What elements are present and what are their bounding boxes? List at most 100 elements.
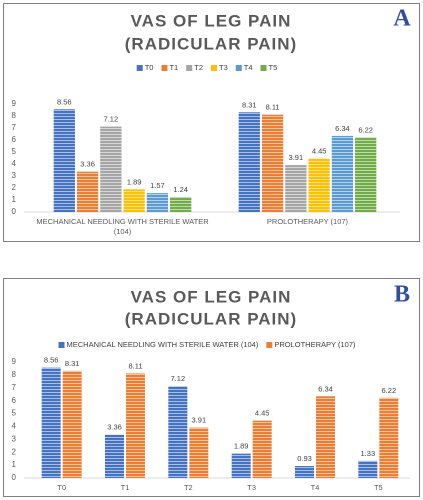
legend-swatch (186, 65, 193, 71)
legend-swatch (266, 342, 273, 348)
y-tick-label: 2 (12, 183, 17, 192)
value-label: 7.12 (171, 374, 186, 383)
x-tick-label: T5 (373, 483, 383, 492)
bar (231, 453, 251, 478)
x-tick-label: T0 (57, 483, 67, 492)
y-tick-label: 3 (12, 171, 17, 180)
x-tick-label: T3 (247, 483, 257, 492)
legend-swatch (235, 65, 242, 71)
bar (316, 396, 335, 478)
panel-border (3, 3, 420, 242)
bar (76, 171, 99, 212)
legend-swatch (161, 65, 168, 71)
value-label: 6.22 (358, 125, 373, 134)
y-tick-label: 3 (12, 434, 17, 443)
y-tick-label: 6 (12, 396, 17, 405)
y-tick-label: 5 (12, 147, 17, 156)
legend-label: T0 (145, 63, 154, 72)
bar (123, 189, 145, 212)
chart-title: VAS OF LEG PAIN (131, 287, 292, 306)
value-label: 6.34 (335, 124, 350, 133)
value-label: 6.22 (382, 386, 397, 395)
x-tick-label: PROLOTHERAPY (107) (266, 217, 349, 226)
value-label: 8.11 (266, 103, 280, 112)
chart-title: VAS OF LEG PAIN (131, 11, 292, 30)
x-tick-label-box: T4 (310, 483, 320, 492)
y-tick-label: 6 (12, 135, 17, 144)
bar (100, 126, 122, 212)
legend-swatch (260, 65, 267, 71)
bar (53, 109, 75, 212)
value-label: 8.31 (65, 359, 80, 368)
bar (238, 112, 260, 212)
value-label: 1.89 (234, 442, 249, 451)
y-tick-label: 8 (12, 370, 17, 379)
legend-label: T5 (269, 63, 278, 72)
bar (308, 158, 330, 212)
legend-label: T1 (169, 63, 178, 72)
y-tick-label: 4 (12, 422, 17, 431)
bar (252, 420, 272, 478)
y-tick-label: 2 (12, 447, 17, 456)
x-tick-label: T2 (183, 483, 193, 492)
bar (146, 193, 169, 212)
x-tick-label-box: MECHANICAL NEEDLING WITH STERILE WATER (… (36, 217, 209, 236)
bar (168, 386, 188, 478)
y-tick-label: 9 (12, 99, 17, 108)
y-tick-label: 1 (12, 195, 17, 204)
bar (62, 370, 82, 478)
legend-label: T4 (244, 63, 253, 72)
legend-swatch (211, 65, 217, 71)
legend-label: MECHANICAL NEEDLING WITH STERILE WATER (… (67, 340, 259, 349)
value-label: 3.91 (192, 416, 207, 425)
x-tick-label-box: T3 (247, 483, 257, 492)
y-tick-label: 1 (12, 460, 17, 469)
value-label: 6.34 (318, 384, 333, 393)
value-label: 4.45 (312, 147, 327, 156)
y-tick-label: 9 (12, 357, 17, 366)
y-tick-label: 0 (12, 473, 17, 482)
x-tick-label: T1 (120, 483, 130, 492)
legend-label: T2 (194, 63, 203, 72)
y-tick-label: 7 (12, 383, 17, 392)
chart-subtitle: (RADICULAR PAIN) (125, 309, 297, 328)
value-label: 4.45 (255, 409, 270, 418)
bar (379, 397, 399, 478)
bar (189, 427, 209, 478)
value-label: 8.56 (57, 97, 72, 106)
value-label: 1.24 (173, 185, 188, 194)
x-tick-label-box: T0 (57, 483, 67, 492)
value-label: 8.11 (128, 361, 142, 370)
chart-subtitle: (RADICULAR PAIN) (125, 34, 297, 53)
bar (331, 135, 354, 212)
legend-swatch (136, 65, 143, 71)
value-label: 1.57 (150, 181, 165, 190)
x-tick-label-box: T1 (120, 483, 130, 492)
legend-swatch (58, 342, 65, 348)
y-tick-label: 0 (12, 207, 17, 216)
bar (170, 197, 192, 212)
value-label: 1.89 (127, 177, 142, 186)
value-label: 8.56 (44, 356, 59, 365)
value-label: 7.12 (104, 115, 119, 124)
panel-border (3, 278, 420, 497)
value-label: 1.33 (361, 449, 376, 458)
y-tick-label: 4 (12, 159, 17, 168)
x-tick-label: T4 (310, 483, 320, 492)
panel-label: B (394, 282, 410, 308)
x-tick-label: MECHANICAL NEEDLING WITH STERILE WATER (… (36, 217, 209, 236)
x-tick-label-box: T2 (183, 483, 193, 492)
value-label: 3.91 (289, 153, 304, 162)
value-label: 3.36 (107, 423, 122, 432)
panel-label: A (393, 6, 411, 32)
bar (285, 165, 307, 212)
bar (358, 460, 378, 478)
y-tick-label: 7 (12, 123, 17, 132)
bar (295, 466, 314, 478)
bar (126, 373, 145, 478)
bar (261, 114, 284, 212)
value-label: 3.36 (80, 160, 95, 169)
value-label: 0.93 (297, 454, 312, 463)
